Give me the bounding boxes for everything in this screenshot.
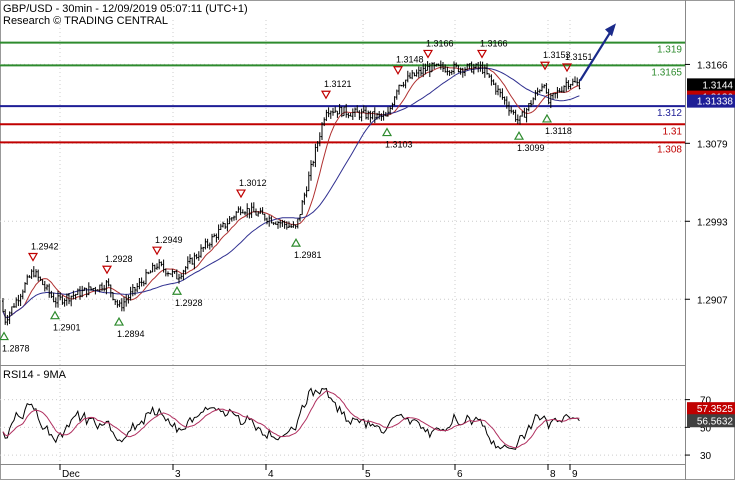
chart-title: GBP/USD - 30min - 12/09/2019 05:07:11 (U…: [3, 3, 248, 15]
swing-low-marker: [0, 331, 10, 341]
swing-high-marker: [235, 189, 247, 199]
swing-low-label: 1.2981: [294, 250, 322, 260]
swing-high-marker: [476, 49, 488, 59]
swing-low-marker: [513, 130, 525, 140]
rsi-ma-value-label-box: [687, 402, 735, 416]
swing-low-marker: [171, 286, 183, 295]
candlesticks: [2, 60, 581, 326]
swing-high-label: 1.2928: [105, 254, 133, 264]
time-tick-label: 9: [572, 469, 578, 480]
moving-average-slow: [2, 67, 580, 319]
swing-low-label: 1.2901: [53, 323, 81, 333]
swing-high-label: 1.3148: [396, 55, 424, 65]
swing-low-label: 1.2878: [2, 344, 30, 354]
swing-high-marker: [151, 246, 163, 256]
swing-low-label: 1.3118: [545, 126, 572, 136]
swing-high-marker: [539, 61, 551, 71]
swing-high-label: 1.2949: [155, 235, 183, 245]
axes: Dec 3 4 5 6 8 9 1.3166 1.3079 1.2993 1.2907 70 50 30: [59, 60, 728, 480]
swing-low-label: 1.3103: [385, 140, 413, 150]
swing-low-marker: [290, 237, 302, 247]
last-price-label-box: [687, 78, 735, 92]
price-tick-label: 1.3166: [697, 60, 728, 71]
projection-arrow-head: [605, 23, 616, 37]
swing-markers: 1.2878 1.2942 1.2901 1.2928 1.2894 1.2949 1.29…: [0, 23, 616, 354]
swing-low-label: 1.3099: [517, 143, 545, 153]
time-tick-label: 5: [365, 469, 371, 480]
swing-high-marker: [101, 265, 113, 275]
rsi-title: RSI14 - 9MA: [3, 369, 67, 381]
swing-low-label: 1.2894: [117, 329, 145, 339]
swing-high-label: 1.3151: [565, 52, 593, 62]
rsi-ma-line: [2, 390, 580, 449]
rsi-value-label: 56.5632: [697, 416, 734, 427]
rsi-ma-value-label: 57.3525: [697, 404, 734, 415]
level-label: 1.319: [657, 45, 682, 56]
price-tick-label: 1.2993: [697, 217, 728, 228]
swing-low-marker: [113, 316, 125, 326]
swing-high-label: 1.2942: [31, 242, 59, 252]
rsi-line: [2, 387, 580, 450]
swing-low-marker: [381, 127, 393, 137]
swing-high-marker: [561, 63, 573, 73]
rsi-tick-label: 70: [700, 396, 712, 407]
swing-high-marker: [27, 252, 39, 262]
time-tick-label: 8: [550, 469, 556, 480]
rsi-tick-label: 30: [700, 451, 712, 462]
time-tick-label: 3: [175, 469, 181, 480]
time-tick-label: 6: [457, 469, 463, 480]
swing-high-label: 1.3153: [543, 50, 571, 60]
swing-high-marker: [422, 49, 434, 59]
swing-high-label: 1.3012: [239, 178, 267, 188]
price-tick-label: 1.2907: [697, 295, 728, 306]
level-label: 1.312: [657, 108, 682, 119]
rsi-tick-label: 50: [700, 423, 712, 434]
time-tick-label: Dec: [62, 469, 80, 480]
price-tick-label: 1.3079: [697, 139, 728, 150]
swing-high-marker: [320, 90, 332, 100]
swing-high-label: 1.3166: [480, 38, 508, 48]
swing-high-label: 1.3121: [324, 79, 352, 89]
swing-high-marker: [392, 66, 404, 75]
swing-low-label: 1.2928: [175, 298, 203, 308]
level-label: 1.308: [657, 144, 682, 155]
rsi-value-label-box: [687, 414, 735, 428]
time-tick-label: 4: [268, 469, 274, 480]
chart-subtitle: Research © TRADING CENTRAL: [3, 15, 168, 27]
ma-slow-value-label-box: [687, 94, 735, 108]
swing-low-marker: [49, 310, 61, 320]
swing-high-label: 1.3166: [426, 38, 454, 48]
ma-slow-value-label: 1.31338: [697, 97, 734, 108]
projection-arrow: [579, 25, 615, 82]
last-price-label: 1.3144: [702, 80, 733, 91]
level-label: 1.31: [663, 126, 683, 137]
swing-low-marker: [541, 113, 553, 123]
rsi-panel: [2, 387, 580, 450]
level-label: 1.3165: [651, 67, 682, 78]
